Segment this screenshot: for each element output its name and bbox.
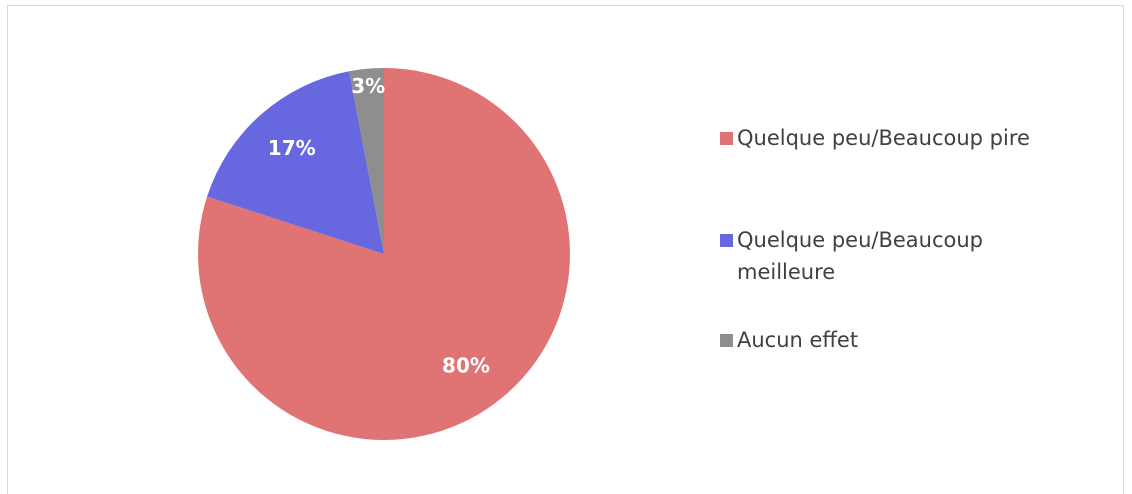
legend-item: Quelque peu/Beaucoup pire [720, 122, 1030, 154]
legend-item: Aucun effet [720, 324, 858, 356]
legend-item: Quelque peu/Beaucoup meilleure [720, 224, 1037, 288]
legend-label: Aucun effet [737, 328, 859, 352]
legend-swatch [720, 132, 733, 145]
pie-slice [207, 71, 384, 254]
legend-swatch [720, 334, 733, 347]
pie-slice [349, 68, 384, 254]
legend-swatch [720, 234, 733, 247]
chart-frame [7, 5, 1124, 494]
legend-label: Quelque peu/Beaucoup meilleure [737, 228, 984, 284]
pie-slice [197, 68, 570, 441]
legend-label: Quelque peu/Beaucoup pire [737, 126, 1030, 150]
data-label: 17% [268, 136, 316, 160]
data-label: 3% [351, 74, 385, 98]
data-label: 80% [442, 353, 490, 377]
